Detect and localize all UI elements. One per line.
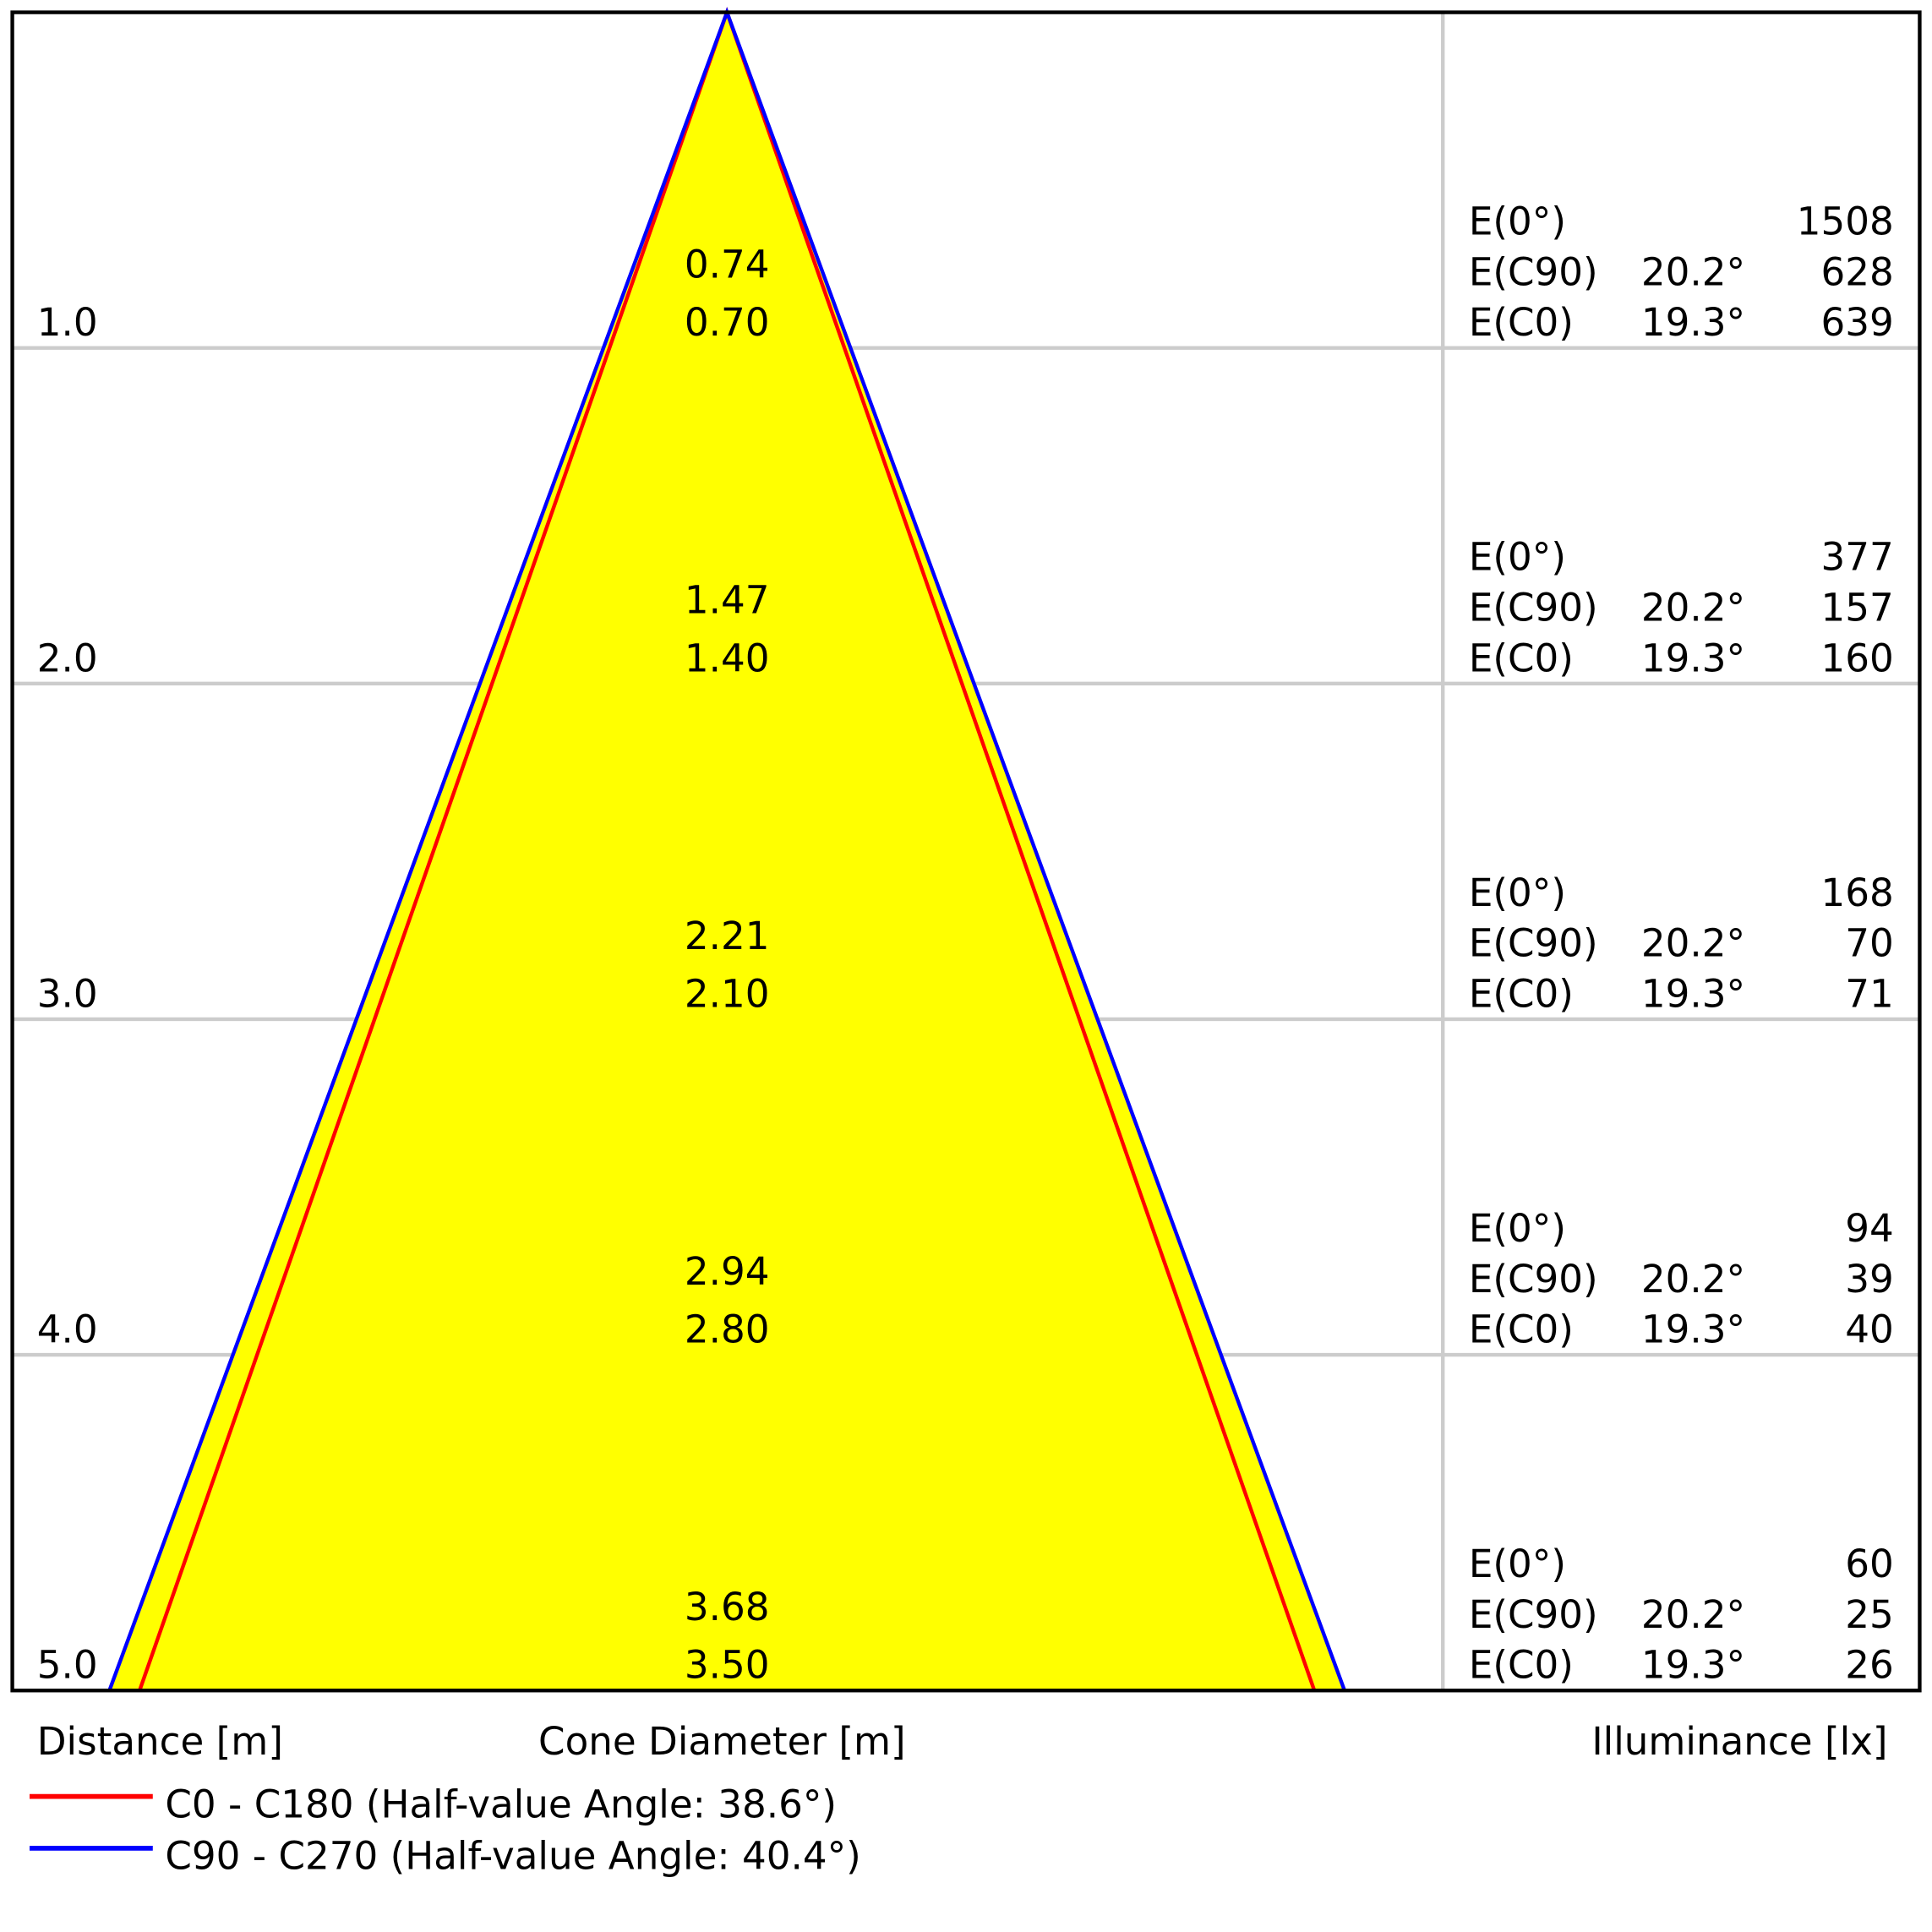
illuminance-label: E(C90) xyxy=(1469,1592,1598,1637)
illuminance-value: 25 xyxy=(1845,1592,1894,1637)
illuminance-label: E(0°) xyxy=(1469,535,1566,580)
illuminance-value: 160 xyxy=(1821,636,1894,680)
illuminance-label: E(0°) xyxy=(1469,870,1566,915)
illuminance-value: 168 xyxy=(1821,870,1894,915)
illuminance-value: 639 xyxy=(1821,300,1894,345)
cone-diameter-c90: 3.68 xyxy=(685,1585,770,1629)
illuminance-angle: 19.3° xyxy=(1641,971,1745,1016)
illuminance-value: 70 xyxy=(1845,921,1894,966)
illuminance-angle: 20.2° xyxy=(1641,249,1745,294)
illuminance-value: 628 xyxy=(1821,249,1894,294)
illuminance-label: E(C90) xyxy=(1469,585,1598,630)
illuminance-label: E(C90) xyxy=(1469,1257,1598,1302)
illuminance-label: E(C0) xyxy=(1469,971,1574,1016)
illuminance-angle: 19.3° xyxy=(1641,1643,1745,1688)
legend-label: C0 - C180 (Half-value Angle: 38.6°) xyxy=(165,1782,837,1826)
distance-label: 4.0 xyxy=(37,1307,98,1352)
illuminance-angle: 20.2° xyxy=(1641,921,1745,966)
illuminance-label: E(C0) xyxy=(1469,1307,1574,1352)
illuminance-label: E(0°) xyxy=(1469,1206,1566,1251)
illuminance-angle: 19.3° xyxy=(1641,636,1745,680)
illuminance-angle: 20.2° xyxy=(1641,1592,1745,1637)
cone-diameter-c0: 2.10 xyxy=(685,971,770,1016)
illuminance-label: E(C0) xyxy=(1469,300,1574,345)
distance-axis-label: Distance [m] xyxy=(37,1719,283,1764)
cone-diameter-c0: 2.80 xyxy=(685,1307,770,1352)
illuminance-value: 26 xyxy=(1845,1643,1894,1688)
illuminance-label: E(0°) xyxy=(1469,199,1566,244)
distance-label: 1.0 xyxy=(37,300,98,345)
cone-axis-label: Cone Diameter [m] xyxy=(538,1719,906,1764)
distance-label: 2.0 xyxy=(37,636,98,680)
illuminance-value: 157 xyxy=(1821,585,1894,630)
cone-diameter-c0: 0.70 xyxy=(685,300,770,345)
cone-diameter-c0: 1.40 xyxy=(685,636,770,680)
chart-frame xyxy=(10,10,1922,1693)
illuminance-angle: 20.2° xyxy=(1641,585,1745,630)
illuminance-label: E(C90) xyxy=(1469,921,1598,966)
illuminance-label: E(C0) xyxy=(1469,1643,1574,1688)
illuminance-angle: 19.3° xyxy=(1641,300,1745,345)
illuminance-label: E(0°) xyxy=(1469,1542,1566,1586)
illuminance-value: 40 xyxy=(1845,1307,1894,1352)
illuminance-value: 94 xyxy=(1845,1206,1894,1251)
cone-diameter-c90: 0.74 xyxy=(685,243,770,287)
illuminance-angle: 20.2° xyxy=(1641,1257,1745,1302)
illuminance-angle: 19.3° xyxy=(1641,1307,1745,1352)
cone-fill xyxy=(109,12,1345,1691)
illuminance-value: 60 xyxy=(1845,1542,1894,1586)
illuminance-value: 377 xyxy=(1821,535,1894,580)
legend-label: C90 - C270 (Half-value Angle: 40.4°) xyxy=(165,1834,860,1879)
illuminance-value: 1508 xyxy=(1797,199,1894,244)
illuminance-value: 71 xyxy=(1845,971,1894,1016)
distance-label: 5.0 xyxy=(37,1643,98,1688)
cone-diameter-c90: 2.21 xyxy=(685,914,770,958)
distance-label: 3.0 xyxy=(37,971,98,1016)
illuminance-axis-label: Illuminance [lx] xyxy=(1591,1719,1887,1764)
cone-diameter-c0: 3.50 xyxy=(685,1643,770,1688)
illuminance-value: 39 xyxy=(1845,1257,1894,1302)
cone-diameter-c90: 1.47 xyxy=(685,578,770,623)
illuminance-label: E(C90) xyxy=(1469,249,1598,294)
illuminance-label: E(C0) xyxy=(1469,636,1574,680)
cone-diameter-c90: 2.94 xyxy=(685,1249,770,1294)
